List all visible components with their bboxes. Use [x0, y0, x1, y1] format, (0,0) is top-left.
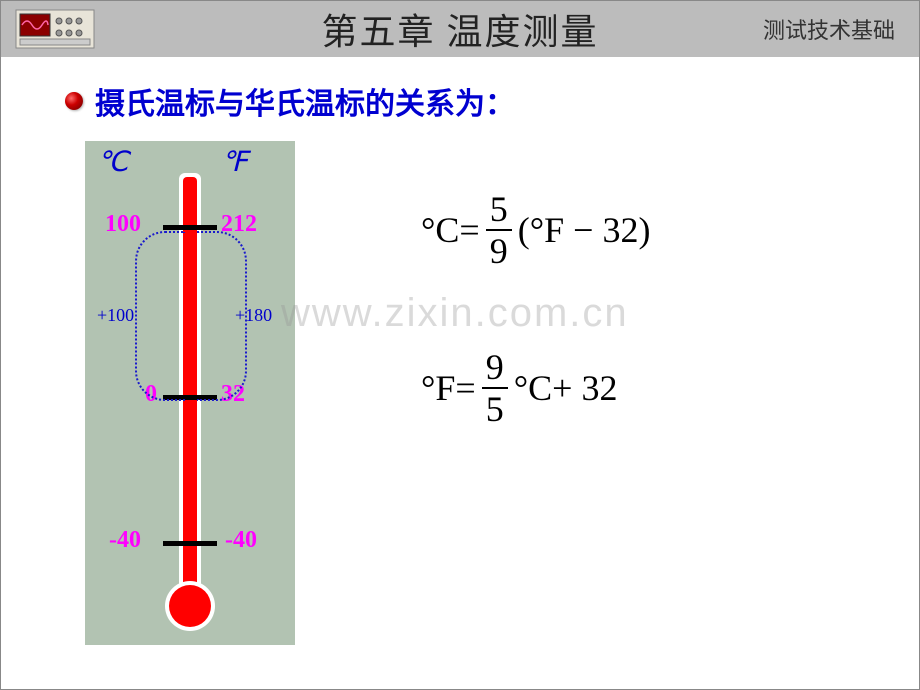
mark-c-100: 100 [105, 211, 141, 238]
formula-lhs: °F [421, 367, 455, 409]
frac-num: 5 [486, 191, 512, 231]
mark-f-n40: -40 [225, 527, 257, 554]
frac-den: 9 [486, 231, 512, 269]
slide: 第五章 温度测量 测试技术基础 摄氏温标与华氏温标的关系为： ℃ ℉ 100 2… [0, 0, 920, 690]
formula-rhs: (°F − 32) [518, 209, 651, 251]
bullet-icon [65, 92, 83, 110]
dotted-arc-right [197, 231, 247, 401]
header-bar: 第五章 温度测量 测试技术基础 [1, 1, 919, 57]
formula-eq: = [459, 209, 479, 251]
formula-lhs: °C [421, 209, 459, 251]
header-subtitle: 测试技术基础 [763, 13, 895, 45]
frac-num: 9 [482, 349, 508, 389]
formulas-block: °C = 5 9 (°F − 32) °F = 9 5 °C + 32 [421, 191, 851, 507]
celsius-unit-label: ℃ [97, 145, 128, 179]
tick-100 [163, 225, 217, 230]
formula-eq: = [455, 367, 475, 409]
thermometer-bulb-fluid [169, 585, 211, 627]
dotted-arc-left [135, 231, 185, 401]
thermometer-tube-fluid [183, 177, 197, 593]
fraction-5-9: 5 9 [486, 191, 512, 269]
chapter-title: 第五章 温度测量 [321, 3, 598, 55]
fahrenheit-unit-label: ℉ [221, 145, 248, 179]
formula-c-from-f: °C = 5 9 (°F − 32) [421, 191, 851, 269]
tick-n40 [163, 541, 217, 546]
frac-den: 5 [482, 389, 508, 427]
formula-plus: + 32 [552, 367, 617, 409]
mark-c-n40: -40 [109, 527, 141, 554]
formula-rhs-deg: °C [514, 367, 552, 409]
delta-c: +100 [97, 305, 134, 326]
oscilloscope-icon [15, 9, 95, 49]
bullet-row: 摄氏温标与华氏温标的关系为： [65, 79, 515, 123]
formula-f-from-c: °F = 9 5 °C + 32 [421, 349, 851, 427]
bullet-text: 摄氏温标与华氏温标的关系为： [95, 79, 515, 123]
fraction-9-5: 9 5 [482, 349, 508, 427]
